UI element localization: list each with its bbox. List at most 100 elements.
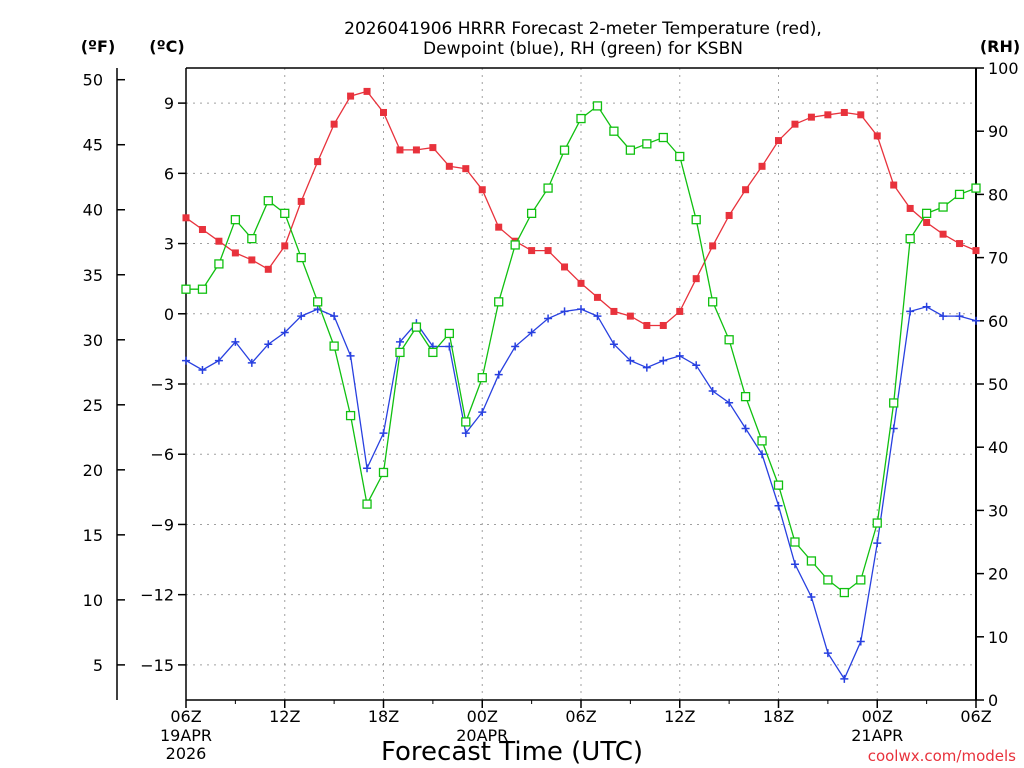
grid-lines <box>186 68 976 700</box>
credit-label: coolwx.com/models <box>868 747 1016 765</box>
celsius-tick-label: −6 <box>150 445 174 464</box>
celsius-tick-label: 0 <box>164 305 174 324</box>
fahrenheit-tick-label: 50 <box>83 71 103 90</box>
2-meter-temperature-point <box>956 240 964 248</box>
dewpoint-point <box>214 356 223 365</box>
dewpoint-point <box>478 408 487 417</box>
2-meter-temperature-point <box>709 242 717 250</box>
2-meter-temperature-point <box>758 162 766 170</box>
2-meter-temperature-point <box>314 158 322 166</box>
rh-tick-label: 0 <box>988 691 998 710</box>
chart-title-line-2: Dewpoint (blue), RH (green) for KSBN <box>423 39 743 59</box>
rh-point <box>313 297 323 307</box>
rh-point <box>461 417 471 427</box>
dewpoint-point <box>264 340 273 349</box>
rh-unit-label: (RH) <box>980 37 1020 56</box>
dewpoint-point <box>692 361 701 370</box>
rh-point <box>362 499 372 509</box>
2-meter-temperature-point <box>593 293 601 301</box>
axes <box>116 67 977 701</box>
2-meter-temperature-point <box>610 307 618 315</box>
dewpoint-point <box>972 316 980 325</box>
chart-title-line-1: 2026041906 HRRR Forecast 2-meter Tempera… <box>344 19 822 39</box>
rh-point <box>230 215 241 225</box>
dewpoint-point <box>330 312 339 321</box>
rh-tick-label: 30 <box>988 501 1008 520</box>
2-meter-temperature-point <box>692 275 700 283</box>
rh-point <box>790 537 800 547</box>
2-meter-temperature-point <box>248 256 256 264</box>
rh-tick-label: 50 <box>988 375 1008 394</box>
rh-point <box>889 398 899 408</box>
x-axis-label: Forecast Time (UTC) <box>381 737 643 767</box>
rh-point <box>691 215 701 225</box>
rh-point <box>658 132 668 143</box>
2-meter-temperature-point <box>791 120 799 128</box>
2-meter-temperature-point <box>807 113 815 121</box>
rh-point <box>576 113 586 124</box>
2-meter-temperature-point <box>528 247 536 255</box>
rh-point <box>856 575 866 585</box>
rh-point <box>642 139 652 149</box>
rh-point <box>954 189 965 200</box>
2-meter-temperature-point <box>561 263 569 271</box>
rh-tick-label: 40 <box>988 438 1008 457</box>
x-tick-label: 18Z <box>368 707 399 726</box>
celsius-tick-label: 3 <box>164 235 174 254</box>
rh-point <box>543 183 553 193</box>
rh-tick-label: 90 <box>988 122 1008 141</box>
dewpoint-point <box>823 649 832 658</box>
rh-point <box>708 297 718 307</box>
x-tick-date-label: 21APR <box>851 726 903 745</box>
2-meter-temperature-point <box>972 247 980 255</box>
dewpoint-point <box>889 424 898 433</box>
dewpoint-point <box>873 539 882 548</box>
celsius-tick-label: 9 <box>164 94 174 113</box>
celsius-tick-label: −12 <box>140 586 174 605</box>
fahrenheit-tick-label: 25 <box>83 396 103 415</box>
2-meter-temperature-point <box>775 137 782 145</box>
rh-tick-label: 10 <box>988 628 1008 647</box>
fahrenheit-tick-label: 45 <box>83 136 103 155</box>
dewpoint-point <box>856 637 865 646</box>
dewpoint-point <box>231 337 240 346</box>
dewpoint-point <box>461 429 470 438</box>
dewpoint-point <box>774 501 783 510</box>
dewpoint-point <box>247 358 256 367</box>
dewpoint-point <box>593 312 602 321</box>
rh-point <box>625 145 636 155</box>
rh-point <box>921 208 932 219</box>
rh-point <box>329 341 339 351</box>
dewpoint-point <box>708 387 717 396</box>
2-meter-temperature-point <box>215 237 223 245</box>
2-meter-temperature-point <box>857 111 865 119</box>
2-meter-temperature-point <box>939 230 947 238</box>
2-meter-temperature-point <box>396 146 404 154</box>
fahrenheit-tick-label: 5 <box>93 656 103 675</box>
rh-point <box>494 297 504 307</box>
rh-point <box>757 436 767 446</box>
rh-point <box>444 328 454 339</box>
celsius-tick-label: 6 <box>164 164 174 183</box>
2-meter-temperature-point <box>725 211 733 219</box>
fahrenheit-tick-label: 20 <box>83 461 103 480</box>
dewpoint-point <box>379 429 388 438</box>
2-meter-temperature-point <box>890 181 898 189</box>
dewpoint-point <box>659 356 668 365</box>
rh-tick-label: 70 <box>988 249 1008 268</box>
2-meter-temperature-point <box>380 108 387 116</box>
2-meter-temperature-point <box>544 247 552 255</box>
2-meter-temperature-point <box>297 197 305 205</box>
x-tick-label: 12Z <box>269 707 300 726</box>
rh-point <box>395 347 405 358</box>
dewpoint-point <box>906 307 915 316</box>
fahrenheit-unit-label: (ºF) <box>81 37 116 56</box>
2-meter-temperature-point <box>659 321 667 329</box>
dewpoint-point <box>790 560 799 569</box>
rh-point <box>938 202 948 212</box>
rh-point <box>823 575 833 585</box>
2-meter-temperature-point <box>626 312 634 320</box>
rh-point <box>477 373 487 383</box>
2-meter-temperature-point <box>923 218 931 226</box>
